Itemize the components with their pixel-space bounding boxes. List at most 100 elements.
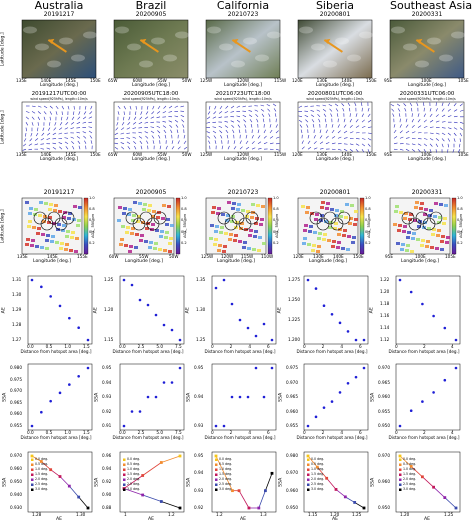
wind-xlabel: Longitude [deg.] bbox=[223, 157, 262, 162]
wind-lon-tick: 50W bbox=[182, 152, 192, 157]
wind-lon-tick: 105E bbox=[458, 152, 469, 157]
ssa-ae-point bbox=[353, 501, 357, 504]
legend-entry: 3.0 deg. bbox=[311, 487, 325, 491]
dist-tick: 5.0 bbox=[156, 430, 163, 435]
ae-tick: 1.20 bbox=[380, 289, 390, 294]
dist-tick: 0.5 bbox=[45, 344, 53, 349]
ssa-point bbox=[409, 409, 413, 413]
colorbar-label: AOT_ 550 nm bbox=[367, 213, 372, 238]
region-title: California bbox=[216, 0, 270, 12]
legend-entry: 3.0 deg. bbox=[127, 487, 141, 491]
aot-colorbar bbox=[267, 197, 273, 255]
dist-tick: 6 bbox=[267, 344, 270, 349]
legend-entry: 0.5 deg. bbox=[127, 462, 141, 466]
wind-header: wind speed(925hPa), length=10m/s bbox=[306, 97, 364, 101]
ae-point bbox=[346, 330, 350, 333]
map-lon-tick: 60W bbox=[109, 254, 119, 259]
dist-tick: 0 bbox=[395, 430, 398, 435]
dist-tick: 0.0 bbox=[27, 430, 34, 435]
ssa-point bbox=[222, 424, 226, 428]
bottom-y-tick: 0.930 bbox=[10, 505, 22, 510]
bottom-y-tick: 0.950 bbox=[10, 479, 22, 484]
colorbar-label: AOT_ 550 nm bbox=[183, 213, 188, 238]
legend-entry: 0.0 deg. bbox=[35, 457, 49, 461]
ssa-ae-point bbox=[49, 468, 53, 472]
wind-lon-tick: 130E bbox=[316, 152, 328, 157]
bottom-x-tick: 1.20 bbox=[400, 512, 410, 517]
ssa-point bbox=[306, 424, 310, 428]
ae-point bbox=[146, 303, 150, 307]
bottom-xlabel: AE bbox=[423, 517, 431, 522]
ssa-tick: 0.93 bbox=[194, 423, 204, 428]
region-title: Southeast Asia bbox=[390, 0, 473, 12]
ae-tick: 1.25 bbox=[104, 277, 114, 282]
ae-tick: 1.22 bbox=[380, 277, 390, 282]
ae-tick: 1.250 bbox=[288, 297, 300, 302]
dist-tick: 2 bbox=[229, 344, 233, 349]
ssa-scatter bbox=[303, 363, 369, 431]
dist-tick: 4 bbox=[340, 430, 343, 435]
legend-entry: 2.5 deg. bbox=[311, 482, 325, 486]
ssa-ae-point bbox=[343, 495, 347, 499]
flow-arrow bbox=[415, 38, 435, 53]
ssa-tick: 0.960 bbox=[286, 408, 298, 414]
colorbar-tick: 0.6 bbox=[273, 218, 279, 223]
wind-header: wind speed(925hPa), length=10m/s bbox=[30, 97, 88, 101]
dist-tick: 1.0 bbox=[64, 344, 71, 349]
ae-point bbox=[270, 338, 274, 342]
dist-tick: 2 bbox=[423, 344, 426, 349]
ssa-point bbox=[178, 366, 182, 370]
map-xlabel: Longitude [deg.] bbox=[32, 259, 71, 264]
bottom-y-tick: 0.88 bbox=[102, 505, 112, 510]
ssa-point bbox=[122, 424, 126, 428]
legend-entry: 1.5 deg. bbox=[403, 472, 417, 476]
ae-point bbox=[138, 298, 142, 302]
ssa-point bbox=[86, 366, 90, 370]
ae-xlabel: Distance from hotspot area [deg.] bbox=[388, 349, 460, 354]
aot-colorbar bbox=[359, 197, 365, 255]
ssa-tick: 0.960 bbox=[10, 411, 22, 417]
ssa-point bbox=[362, 366, 366, 370]
ae-point bbox=[170, 328, 174, 332]
bottom-xlabel: AE bbox=[55, 517, 63, 522]
sat-lon-tick: 135E bbox=[16, 78, 27, 83]
colorbar-tick: 0.2 bbox=[365, 240, 371, 245]
legend-entry: 0.5 deg. bbox=[311, 462, 325, 466]
bottom-xlabel: AE bbox=[239, 517, 247, 522]
ae-scatter bbox=[303, 275, 369, 345]
aerosol-date: 20200801 bbox=[319, 189, 351, 196]
map-lon-tick: 120E bbox=[293, 254, 304, 259]
ssa-ylabel: SSA bbox=[94, 392, 100, 402]
ssa-ae-point bbox=[247, 506, 251, 510]
ssa-ae-point bbox=[325, 476, 329, 480]
ssa-ylabel: SSA bbox=[2, 392, 8, 402]
legend-entry: 3.0 deg. bbox=[403, 487, 417, 491]
sat-lon-tick: 50W bbox=[182, 78, 192, 83]
bottom-y-tick: 0.960 bbox=[10, 466, 22, 471]
ssa-tick: 0.975 bbox=[286, 365, 298, 370]
ssa-tick: 0.960 bbox=[378, 394, 390, 399]
ssa-tick: 0.970 bbox=[378, 365, 390, 370]
ssa-ae-point bbox=[315, 465, 319, 469]
legend-entry: 3.0 deg. bbox=[35, 487, 49, 491]
ssa-ae-point bbox=[443, 496, 447, 499]
wind-xlabel: Longitude [deg.] bbox=[131, 157, 170, 162]
ae-point bbox=[86, 338, 90, 342]
ssa-ae-point bbox=[30, 454, 34, 458]
ae-point bbox=[409, 290, 413, 294]
ssa-point bbox=[77, 374, 80, 378]
colorbar-tick: 1.0 bbox=[181, 196, 187, 200]
dist-tick: 0.0 bbox=[27, 344, 34, 349]
ssa-tick: 0.970 bbox=[286, 379, 298, 385]
wind-lon-tick: 125W bbox=[200, 152, 213, 157]
sat-date: 20210723 bbox=[227, 11, 259, 18]
sat-xlabel: Longitude [deg.] bbox=[223, 83, 262, 88]
region-title: Siberia bbox=[315, 0, 355, 12]
sat-lon-tick: 60W bbox=[132, 78, 143, 83]
ae-xlabel: Distance from hotspot area [deg.] bbox=[112, 349, 184, 354]
aerosol-date: 20200331 bbox=[411, 189, 443, 196]
ae-tick: 1.28 bbox=[12, 322, 22, 327]
ssa-tick: 0.950 bbox=[378, 423, 390, 428]
legend-entry: 0.5 deg. bbox=[35, 462, 49, 466]
